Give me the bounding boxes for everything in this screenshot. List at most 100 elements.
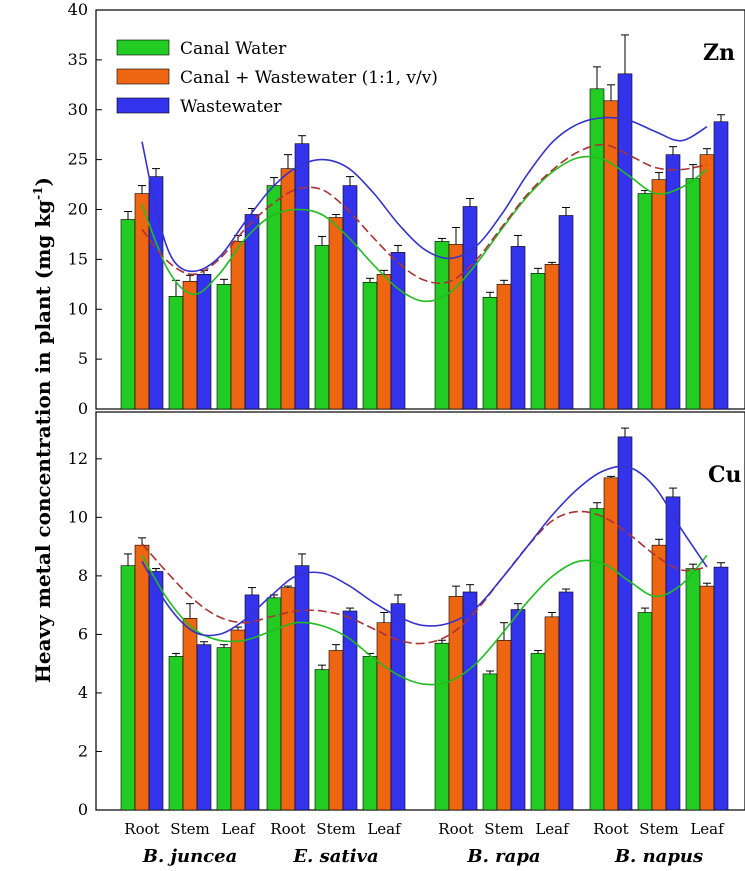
x-category-label: Root (124, 820, 159, 838)
cu-bar-mix (699, 585, 715, 811)
zn-bar-mix (544, 264, 560, 410)
zn-bar-mix (699, 154, 715, 410)
zn-bar-waste (342, 185, 358, 410)
species-group-label: B. juncea (142, 846, 238, 867)
cu-bar-mix (496, 639, 512, 811)
zn-bar-canal (637, 193, 653, 410)
zn-bar-mix (376, 274, 392, 410)
zn-ytick-label: 20 (68, 200, 88, 219)
zn-bar-canal (434, 241, 450, 410)
cu-bar-canal (314, 669, 330, 811)
species-group-label: B. napus (614, 846, 703, 867)
cu-bar-canal (482, 673, 498, 811)
cu-bar-waste (462, 591, 478, 811)
y-axis-label-main: Heavy metal concentration in plant (mg k… (31, 200, 55, 683)
zn-ytick-label: 15 (68, 249, 88, 268)
cu-bar-canal (685, 568, 701, 811)
cu-ytick-label: 2 (78, 741, 88, 760)
cu-panel-label: Cu (708, 462, 742, 488)
legend-label-waste: Wastewater (180, 97, 282, 117)
cu-fit-curve-waste (141, 465, 708, 637)
zn-bar-waste (558, 215, 574, 410)
zn-panel-label: Zn (703, 40, 735, 66)
zn-panel: Zn 0 5 10 15 20 25 30 35 40 (68, 0, 745, 418)
zn-fit-curve-canal (141, 155, 708, 303)
x-category-label: Root (270, 820, 305, 838)
cu-bar-canal (434, 642, 450, 811)
cu-ytick-label: 0 (78, 800, 88, 819)
zn-bar-waste (294, 143, 310, 410)
cu-bar-mix (328, 650, 344, 811)
zn-bar-mix (328, 217, 344, 410)
cu-bar-mix (603, 477, 619, 811)
cu-ytick-label: 6 (78, 624, 88, 643)
cu-ytick-label: 4 (78, 683, 88, 702)
x-category-label: Root (593, 820, 628, 838)
species-group-label: E. sativa (292, 846, 378, 867)
cu-bar-mix (651, 544, 667, 811)
zn-bar-canal (589, 88, 605, 410)
zn-bar-mix (182, 281, 198, 410)
zn-ytick-label: 5 (78, 349, 88, 368)
x-category-label: Stem (639, 820, 678, 838)
x-category-label: Root (438, 820, 473, 838)
x-axis-labels: Root Stem Leaf Root Stem Leaf Root Stem Leaf Root… (124, 820, 725, 867)
legend-label-canal: Canal Water (180, 39, 287, 59)
zn-ytick-label: 40 (68, 0, 88, 19)
cu-bar-canal (530, 653, 546, 811)
zn-bar-waste (713, 121, 729, 410)
zn-bar-mix (651, 179, 667, 410)
x-category-label: Leaf (690, 820, 725, 838)
zn-ytick-label: 10 (68, 299, 88, 318)
cu-bar-mix (182, 618, 198, 811)
cu-ytick-label: 12 (68, 449, 88, 468)
cu-bar-waste (294, 565, 310, 811)
cu-bar-canal (168, 656, 184, 811)
legend-swatch-canal (116, 39, 170, 56)
x-category-label: Stem (484, 820, 523, 838)
cu-bar-waste (665, 496, 681, 811)
cu-bar-mix (280, 587, 296, 811)
zn-ytick-label: 25 (68, 150, 88, 169)
zn-bar-waste (462, 206, 478, 410)
zn-bar-mix (280, 168, 296, 410)
zn-bar-waste (244, 214, 260, 410)
zn-bar-canal (482, 296, 498, 410)
cu-bar-mix (544, 616, 560, 811)
zn-bar-mix (230, 241, 246, 410)
cu-bar-canal (637, 612, 653, 811)
x-category-label: Stem (170, 820, 209, 838)
zn-bar-waste (617, 73, 633, 410)
cu-bar-mix (134, 544, 150, 811)
cu-bar-canal (362, 656, 378, 811)
cu-bar-waste (342, 610, 358, 811)
species-group-label: B. rapa (466, 846, 540, 867)
cu-fit-curve-canal (141, 554, 708, 686)
zn-bar-canal (362, 282, 378, 410)
zn-fit-curve-waste (141, 116, 708, 273)
x-category-label: Leaf (367, 820, 402, 838)
cu-plot-frame (95, 411, 745, 811)
y-axis-label: Heavy metal concentration in plant (mg k… (31, 177, 55, 683)
cu-ytick-label: 8 (78, 566, 88, 585)
cu-fit-curve-mix (141, 510, 708, 645)
cu-bar-waste (713, 566, 729, 811)
cu-bar-waste (558, 591, 574, 811)
cu-bar-canal (216, 647, 232, 811)
zn-bar-mix (496, 284, 512, 410)
zn-bar-mix (448, 244, 464, 410)
legend: Canal Water Canal + Wastewater (1:1, v/v… (116, 39, 438, 117)
zn-bar-canal (168, 295, 184, 410)
cu-bar-waste (196, 644, 212, 811)
cu-bar-canal (589, 508, 605, 811)
x-category-label: Leaf (221, 820, 256, 838)
zn-bar-canal (266, 185, 282, 410)
cu-bar-canal (120, 565, 136, 811)
cu-bar-waste (390, 603, 406, 811)
cu-bar-waste (148, 571, 164, 811)
zn-ytick-label: 30 (68, 100, 88, 119)
zn-bar-canal (685, 178, 701, 410)
cu-bar-waste (244, 594, 260, 811)
y-axis-label-sup: -1 (31, 186, 45, 199)
zn-ytick-label: 0 (78, 399, 88, 418)
